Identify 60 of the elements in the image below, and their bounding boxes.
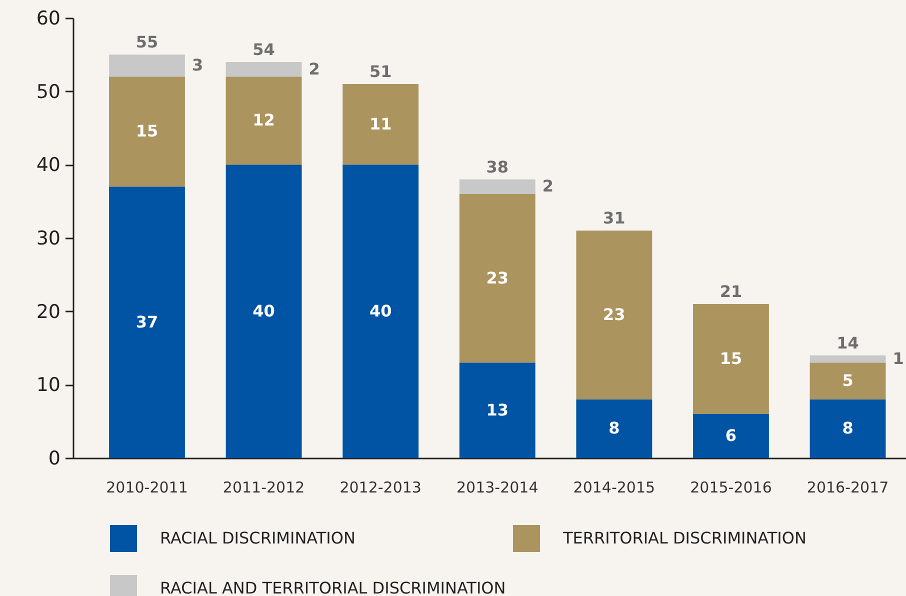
bar: [459, 194, 536, 363]
data-label: 13: [486, 400, 509, 420]
bar: [109, 54, 185, 77]
bar: [342, 164, 419, 458]
bar: [109, 76, 185, 187]
data-label: 40: [252, 301, 275, 320]
bar: [459, 362, 536, 458]
data-label: 23: [486, 268, 509, 288]
legend-label: RACIAL AND TERRITORIAL DISCRIMINATION: [160, 578, 506, 596]
bar: [342, 84, 419, 165]
data-label: 8: [608, 418, 620, 438]
legend-label: TERRITORIAL DISCRIMINATION: [562, 528, 806, 548]
y-tick-label: 20: [36, 300, 60, 323]
bar: [109, 186, 185, 458]
total-label: 21: [720, 282, 742, 301]
y-tick-label: 50: [36, 80, 60, 103]
y-tick-label: 30: [36, 228, 60, 250]
data-label: 2: [308, 59, 320, 78]
data-label: 5: [842, 371, 854, 390]
data-label: 12: [252, 110, 275, 130]
x-tick-label: 2012-2013: [340, 478, 422, 496]
legend-label: RACIAL DISCRIMINATION: [160, 528, 356, 548]
data-label: 40: [369, 301, 392, 320]
total-label: 38: [486, 157, 509, 176]
bar: [810, 399, 886, 458]
x-tick-label: 2013-2014: [456, 478, 538, 496]
bar: [810, 355, 886, 363]
bar: [226, 164, 302, 458]
y-tick-label: 40: [36, 154, 60, 176]
bar: [576, 399, 652, 458]
total-label: 14: [836, 333, 859, 352]
x-tick-label: 2015-2016: [690, 478, 772, 496]
y-tick-label: 0: [48, 448, 60, 470]
data-label: 6: [725, 426, 737, 445]
data-label: 8: [842, 418, 854, 438]
x-tick-label: 2016-2017: [806, 478, 889, 496]
x-tick-label: 2014-2015: [573, 478, 656, 496]
data-label: 15: [720, 349, 742, 368]
bar: [810, 362, 886, 400]
bar: [693, 304, 769, 414]
bar: [576, 230, 652, 400]
y-tick-label: 60: [36, 8, 60, 30]
y-tick-label: 10: [36, 374, 60, 396]
bar: [226, 62, 302, 77]
x-tick-label: 2010-2011: [106, 478, 188, 496]
total-label: 55: [136, 32, 158, 52]
total-label: 51: [369, 62, 392, 81]
data-label: 11: [369, 114, 392, 134]
data-label: 3: [192, 56, 204, 75]
data-label: 37: [136, 312, 158, 332]
bar: [226, 76, 302, 165]
data-label: 1: [892, 349, 904, 368]
total-label: 31: [603, 208, 626, 228]
x-tick-label: 2011-2012: [222, 478, 305, 496]
data-label: 15: [136, 122, 158, 141]
bar: [459, 179, 536, 194]
total-label: 54: [252, 40, 275, 59]
data-label: 2: [542, 176, 554, 196]
bar: [693, 414, 769, 458]
data-label: 23: [603, 305, 626, 324]
